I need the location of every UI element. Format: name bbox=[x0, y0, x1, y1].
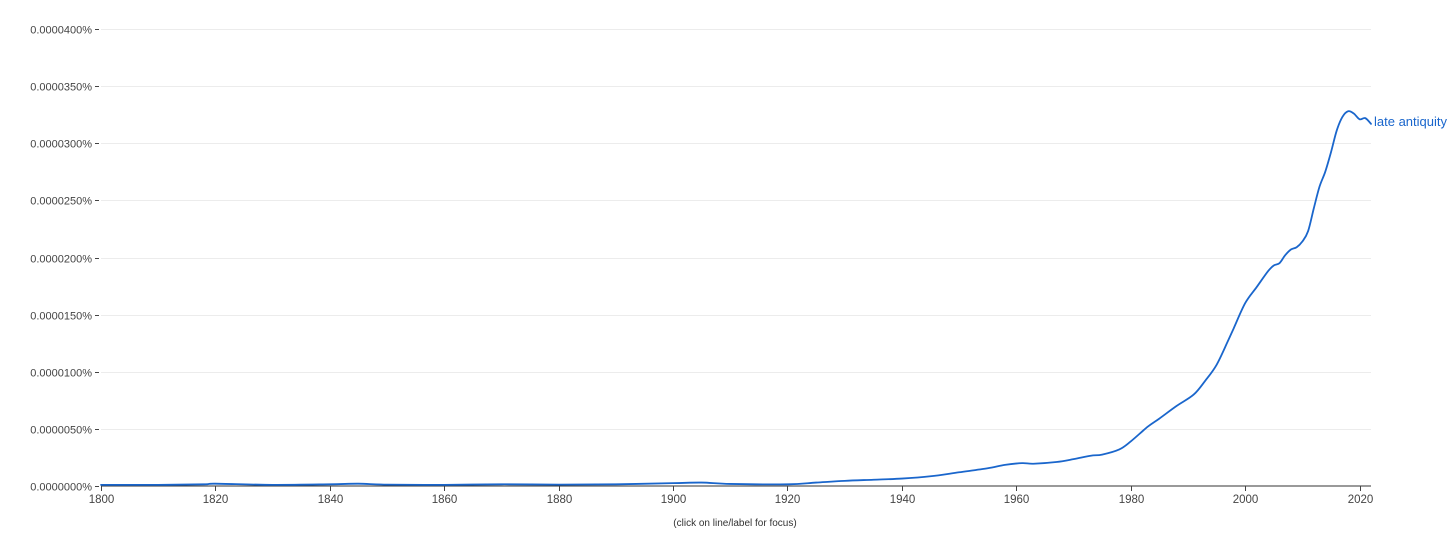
series-line-late-antiquity[interactable] bbox=[100, 110, 1372, 486]
y-tick-label: 0.0000350% bbox=[30, 82, 92, 94]
y-tick-label: 0.0000100% bbox=[30, 368, 92, 380]
x-tick-label: 1940 bbox=[890, 494, 916, 506]
x-tick-label: 1880 bbox=[547, 494, 573, 506]
x-tick-label: 1820 bbox=[203, 494, 229, 506]
y-tick-label: 0.0000150% bbox=[30, 311, 92, 323]
x-tick-label: 1860 bbox=[432, 494, 458, 506]
x-tick-label: 1980 bbox=[1119, 494, 1145, 506]
y-tick-label: 0.0000300% bbox=[30, 139, 92, 151]
y-tick-label: 0.0000400% bbox=[30, 25, 92, 37]
x-tick-label: 1900 bbox=[661, 494, 687, 506]
y-tick-label: 0.0000000% bbox=[30, 482, 92, 494]
y-tick-label: 0.0000200% bbox=[30, 254, 92, 266]
x-tick-label: 1800 bbox=[89, 494, 115, 506]
x-tick-label: 2000 bbox=[1233, 494, 1259, 506]
series-layer[interactable]: late antiquity bbox=[100, 110, 1447, 486]
y-tick-layer: 0.0000000% 0.0000050% 0.0000100% 0.0000150%… bbox=[30, 25, 99, 494]
y-tick-label: 0.0000050% bbox=[30, 425, 92, 437]
x-tick-label: 1840 bbox=[318, 494, 344, 506]
x-tick-label: 1960 bbox=[1004, 494, 1030, 506]
grid-layer bbox=[101, 29, 1371, 430]
y-tick-label: 0.0000250% bbox=[30, 196, 92, 208]
series-label-late-antiquity[interactable]: late antiquity bbox=[1374, 114, 1447, 129]
x-tick-label: 2020 bbox=[1348, 494, 1374, 506]
focus-hint: (click on line/label for focus) bbox=[673, 518, 796, 529]
x-tick-label: 1920 bbox=[775, 494, 801, 506]
x-tick-layer: 1800 1820 1840 1860 1880 1900 1920 1940 1960 1980… bbox=[89, 486, 1374, 506]
